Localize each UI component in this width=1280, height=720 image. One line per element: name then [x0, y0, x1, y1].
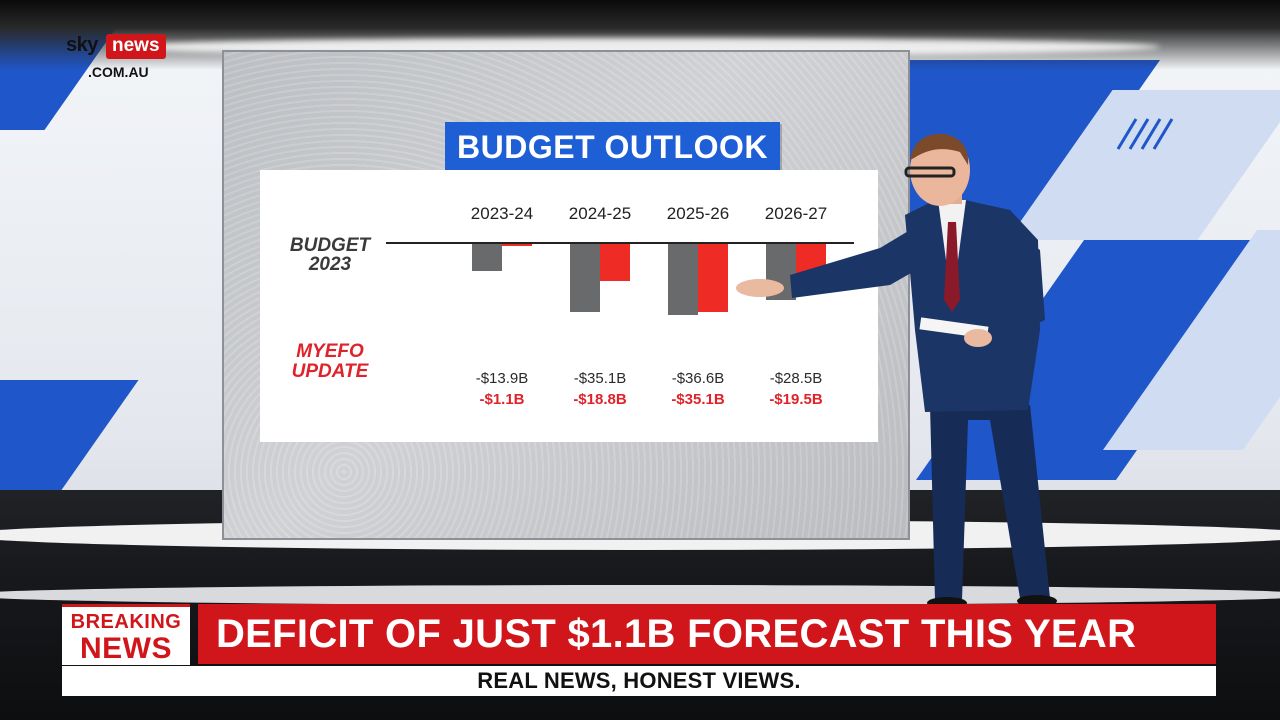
breaking-news-badge: BREAKING NEWS: [62, 604, 190, 665]
ceiling-light: [120, 38, 1160, 56]
tagline-text: REAL NEWS, HONEST VIEWS.: [477, 668, 801, 693]
myefo-update-value-label: -$18.8B: [573, 391, 627, 408]
myefo-row-label: MYEFO UPDATE: [282, 342, 378, 382]
chart-baseline: [386, 242, 854, 244]
myefo-update-value-label: -$35.1B: [671, 391, 725, 408]
year-label: 2024-25: [568, 204, 632, 223]
year-label: 2025-26: [666, 204, 730, 223]
year-label: 2026-27: [764, 204, 828, 223]
lower-third: BREAKING NEWS DEFICIT OF JUST $1.1B FORE…: [62, 604, 1216, 696]
tagline-bar: REAL NEWS, HONEST VIEWS.: [62, 666, 1216, 696]
myefo-update-bar: [502, 244, 532, 247]
news-text: NEWS: [80, 632, 172, 665]
logo-sky-text: sky: [66, 34, 98, 56]
chart-panel: BUDGET 2023 MYEFO UPDATE 2023-24 -$13.9B -…: [260, 170, 878, 442]
myefo-update-bar: [600, 244, 630, 281]
budget-2023-bar: [472, 244, 502, 272]
budget-2023-bar: [570, 244, 600, 313]
budget-2023-value-label: -$36.6B: [671, 370, 725, 387]
board-title: BUDGET OUTLOOK: [445, 122, 780, 172]
breaking-text: BREAKING: [70, 611, 182, 633]
myefo-update-value-label: -$19.5B: [769, 391, 823, 408]
myefo-label-line2: UPDATE: [291, 361, 369, 382]
budget-2023-value-label: -$28.5B: [769, 370, 823, 387]
myefo-label-line1: MYEFO: [296, 341, 364, 362]
budget-row-label: BUDGET 2023: [282, 236, 378, 274]
budget-2023-value-label: -$13.9B: [475, 370, 529, 387]
budget-2023-bar: [668, 244, 698, 316]
headline-bar: DEFICIT OF JUST $1.1B FORECAST THIS YEAR: [198, 604, 1216, 664]
logo-domain-text: .COM.AU: [88, 64, 149, 80]
year-label: 2023-24: [470, 204, 534, 223]
myefo-update-value-label: -$1.1B: [479, 391, 525, 408]
budget-label-line1: BUDGET: [289, 235, 371, 256]
myefo-update-bar: [698, 244, 728, 313]
budget-2023-value-label: -$35.1B: [573, 370, 627, 387]
hash-lines-icon: [1116, 118, 1174, 150]
video-wall: BUDGET OUTLOOK BUDGET 2023 MYEFO UPDATE …: [224, 52, 908, 538]
logo-news-badge: news: [106, 34, 166, 59]
budget-label-line2: 2023: [308, 254, 352, 275]
